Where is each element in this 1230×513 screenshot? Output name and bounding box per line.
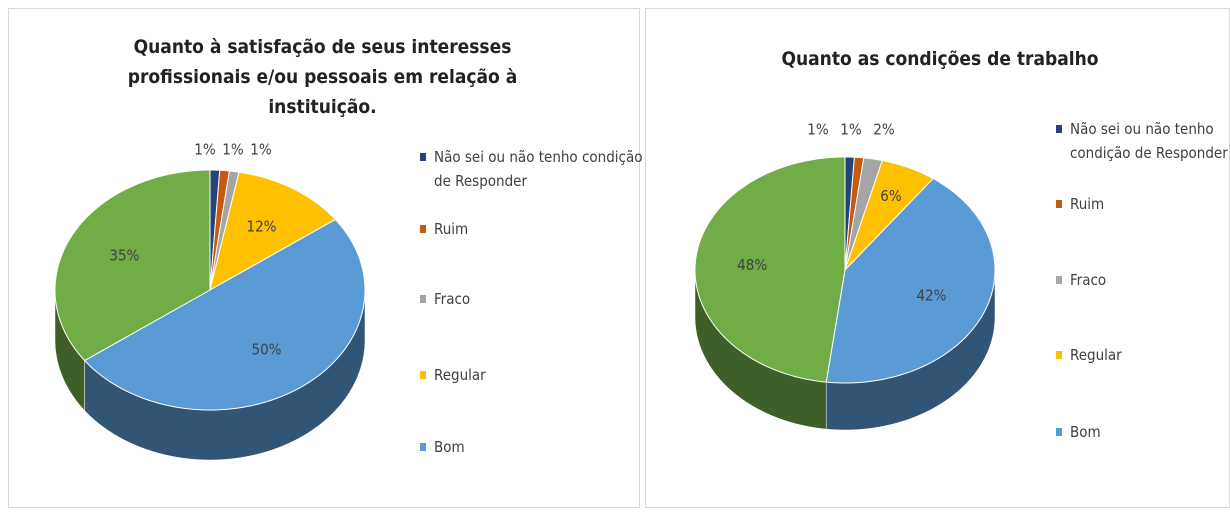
- chart-panel: [8, 8, 640, 508]
- legend-entry: Não sei ou não tenho condição de Respond…: [420, 145, 649, 193]
- legend-entry: Fraco: [1056, 268, 1230, 292]
- legend-entry: Regular: [1056, 343, 1230, 367]
- legend-swatch: [420, 443, 426, 451]
- data-label: 1%: [840, 121, 862, 139]
- data-label: 1%: [807, 121, 829, 139]
- legend-entry: Ruim: [1056, 192, 1230, 216]
- slice: [54, 169, 211, 362]
- legend-entry: Ruim: [420, 217, 649, 241]
- data-label: 1%: [250, 141, 272, 159]
- data-label: 6%: [880, 187, 902, 205]
- slice: [825, 177, 996, 384]
- data-label: 1%: [222, 141, 244, 159]
- data-label: 50%: [251, 341, 281, 359]
- data-label: 48%: [737, 256, 767, 274]
- data-label: 35%: [109, 247, 139, 265]
- legend-entry: Regular: [420, 363, 649, 387]
- slice: [83, 218, 366, 411]
- legend-entry: Bom: [420, 435, 649, 459]
- data-label: 12%: [246, 218, 276, 236]
- legend-swatch: [420, 371, 426, 379]
- legend-entry: Fraco: [420, 287, 649, 311]
- slice: [209, 171, 337, 292]
- legend-swatch: [1056, 125, 1062, 133]
- legend-entry: Não sei ou não tenho condição de Respond…: [1056, 117, 1230, 165]
- legend-swatch: [1056, 276, 1062, 284]
- legend-swatch: [1056, 351, 1062, 359]
- legend-swatch: [1056, 200, 1062, 208]
- data-label: 1%: [194, 141, 216, 159]
- legend-entry: Bom: [1056, 420, 1230, 444]
- slice: [844, 159, 934, 271]
- legend-swatch: [420, 153, 426, 161]
- legend-swatch: [420, 225, 426, 233]
- legend-swatch: [1056, 428, 1062, 436]
- chart-title: Quanto as condições de trabalho: [781, 48, 1099, 70]
- slice: [694, 156, 846, 383]
- data-label: 42%: [916, 286, 946, 304]
- chart-title: Quanto à satisfação de seus interesses p…: [127, 36, 518, 118]
- legend-swatch: [420, 295, 426, 303]
- data-label: 2%: [873, 121, 895, 139]
